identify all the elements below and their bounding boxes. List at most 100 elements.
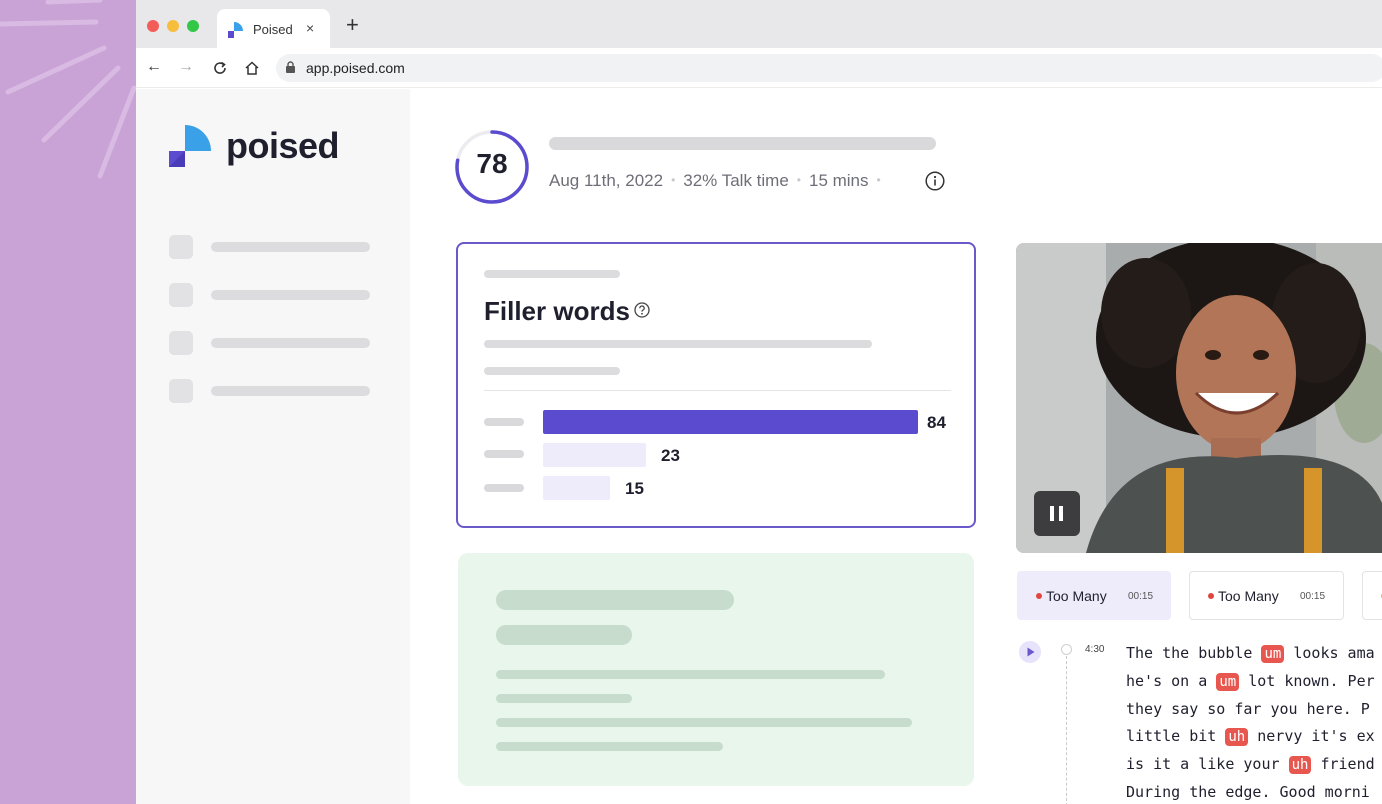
filler-moment-chip[interactable]: Too Many 00:15 [1189,571,1344,620]
back-arrow-icon[interactable]: ← [146,58,162,75]
chip-time: 00:15 [1300,591,1326,602]
new-tab-button[interactable]: + [346,12,359,37]
play-icon [1027,647,1035,657]
transcript-text: The the bubble um looks ama he's on a um … [1126,640,1375,804]
sidebar-item-icon [169,235,193,259]
filler-word-tag[interactable]: um [1261,645,1285,663]
info-icon[interactable] [925,171,945,191]
help-icon[interactable] [634,302,650,318]
score-ring [455,130,529,204]
sidebar-item[interactable] [169,283,374,307]
meeting-date: Aug 11th, 2022 [549,171,664,190]
placeholder-line [496,718,912,727]
transcript-segment: is it a like your [1126,755,1289,773]
sidebar-item-icon [169,379,193,403]
transcript-segment: looks ama [1284,644,1375,662]
description-placeholder [484,340,872,348]
transcript-line: he's on a um lot known. Per [1126,668,1375,696]
chip-label: Too Many [1218,588,1279,604]
sidebar-item-icon [169,331,193,355]
bar-label-placeholder [484,450,524,458]
timeline-marker [1061,644,1072,655]
timeline-line [1066,656,1067,804]
url-field[interactable]: app.poised.com [276,54,1382,82]
pause-button[interactable] [1034,491,1080,536]
filler-moment-chip[interactable] [1362,571,1382,620]
placeholder-line [496,742,723,751]
filler-bar [543,476,610,500]
sidebar-item[interactable] [169,379,374,403]
transcript-segment: they say so far you here. P [1126,700,1370,718]
transcript-line: they say so far you here. P [1126,696,1375,723]
insight-card[interactable] [458,553,974,786]
filler-bar-value: 15 [625,479,644,498]
divider [484,390,951,391]
close-window-button[interactable] [147,20,159,32]
card-label-placeholder [484,270,620,278]
transcript-segment: he's on a [1126,672,1217,690]
transcript-segment: nervy it's ex [1248,727,1375,745]
sidebar-item-label-placeholder [211,338,370,348]
filler-bar [543,410,918,434]
transcript-line: During the edge. Good morni [1126,779,1375,804]
reload-icon[interactable] [212,60,228,76]
minimize-window-button[interactable] [167,20,179,32]
placeholder-line [496,694,632,703]
title-placeholder [549,137,936,150]
filler-moment-chip[interactable]: Too Many 00:15 [1017,571,1171,620]
meeting-duration: 15 mins [808,171,869,190]
filler-word-tag[interactable]: uh [1225,728,1249,746]
placeholder-line [496,670,885,679]
sidebar-item[interactable] [169,331,374,355]
sidebar: poised [136,89,410,804]
chip-label: Too Many [1046,588,1107,604]
bar-label-placeholder [484,484,524,492]
address-bar: ← → app.poised.com [136,48,1382,88]
logo-text: poised [226,125,340,166]
video-player[interactable] [1016,243,1382,553]
separator: • [796,173,801,187]
filler-bar [543,443,646,467]
bar-label-placeholder [484,418,524,426]
filler-word-tag[interactable]: um [1216,673,1240,691]
sidebar-item[interactable] [169,235,374,259]
sidebar-item-label-placeholder [211,242,370,252]
transcript-segment: The the bubble [1126,644,1262,662]
transcript-line: is it a like your uh friend [1126,751,1375,779]
transcript-segment: friend [1311,755,1375,773]
placeholder-subheading [496,625,632,645]
filler-words-card[interactable]: Filler words 84 23 15 [456,242,976,528]
tab-title: Poised [253,22,293,37]
sidebar-item-icon [169,283,193,307]
speaker-video-frame [1016,243,1382,553]
forward-arrow-icon[interactable]: → [178,58,194,75]
transcript-segment: lot known. Per [1239,672,1375,690]
separator: • [876,173,881,187]
status-dot [1036,593,1042,599]
browser-tab[interactable]: Poised × [217,9,330,48]
talk-time: 32% Talk time [683,171,789,190]
description-placeholder [484,367,620,375]
separator: • [671,173,676,187]
tab-bar: Poised × + [136,0,1382,48]
filler-word-tag[interactable]: uh [1288,756,1312,774]
poised-logo-icon [169,125,211,167]
lock-icon [286,61,295,73]
filler-bar-value: 84 [927,413,946,432]
play-button[interactable] [1019,641,1041,663]
poised-favicon-icon [228,22,243,38]
score-value: 78 [476,148,508,179]
placeholder-heading [496,590,734,610]
transcript-timestamp: 4:30 [1085,644,1105,655]
chip-time: 00:15 [1128,591,1154,602]
tab-close-icon[interactable]: × [306,20,315,36]
maximize-window-button[interactable] [187,20,199,32]
background-decoration [0,0,137,179]
transcript-segment: During the edge. Good morni [1126,783,1370,801]
status-dot [1208,593,1214,599]
transcript-line: The the bubble um looks ama [1126,640,1375,668]
url-text: app.poised.com [306,60,405,76]
home-icon[interactable] [244,60,260,76]
sidebar-item-label-placeholder [211,386,370,396]
browser-window: Poised × + ← → app.poised.com poised [136,0,1382,804]
